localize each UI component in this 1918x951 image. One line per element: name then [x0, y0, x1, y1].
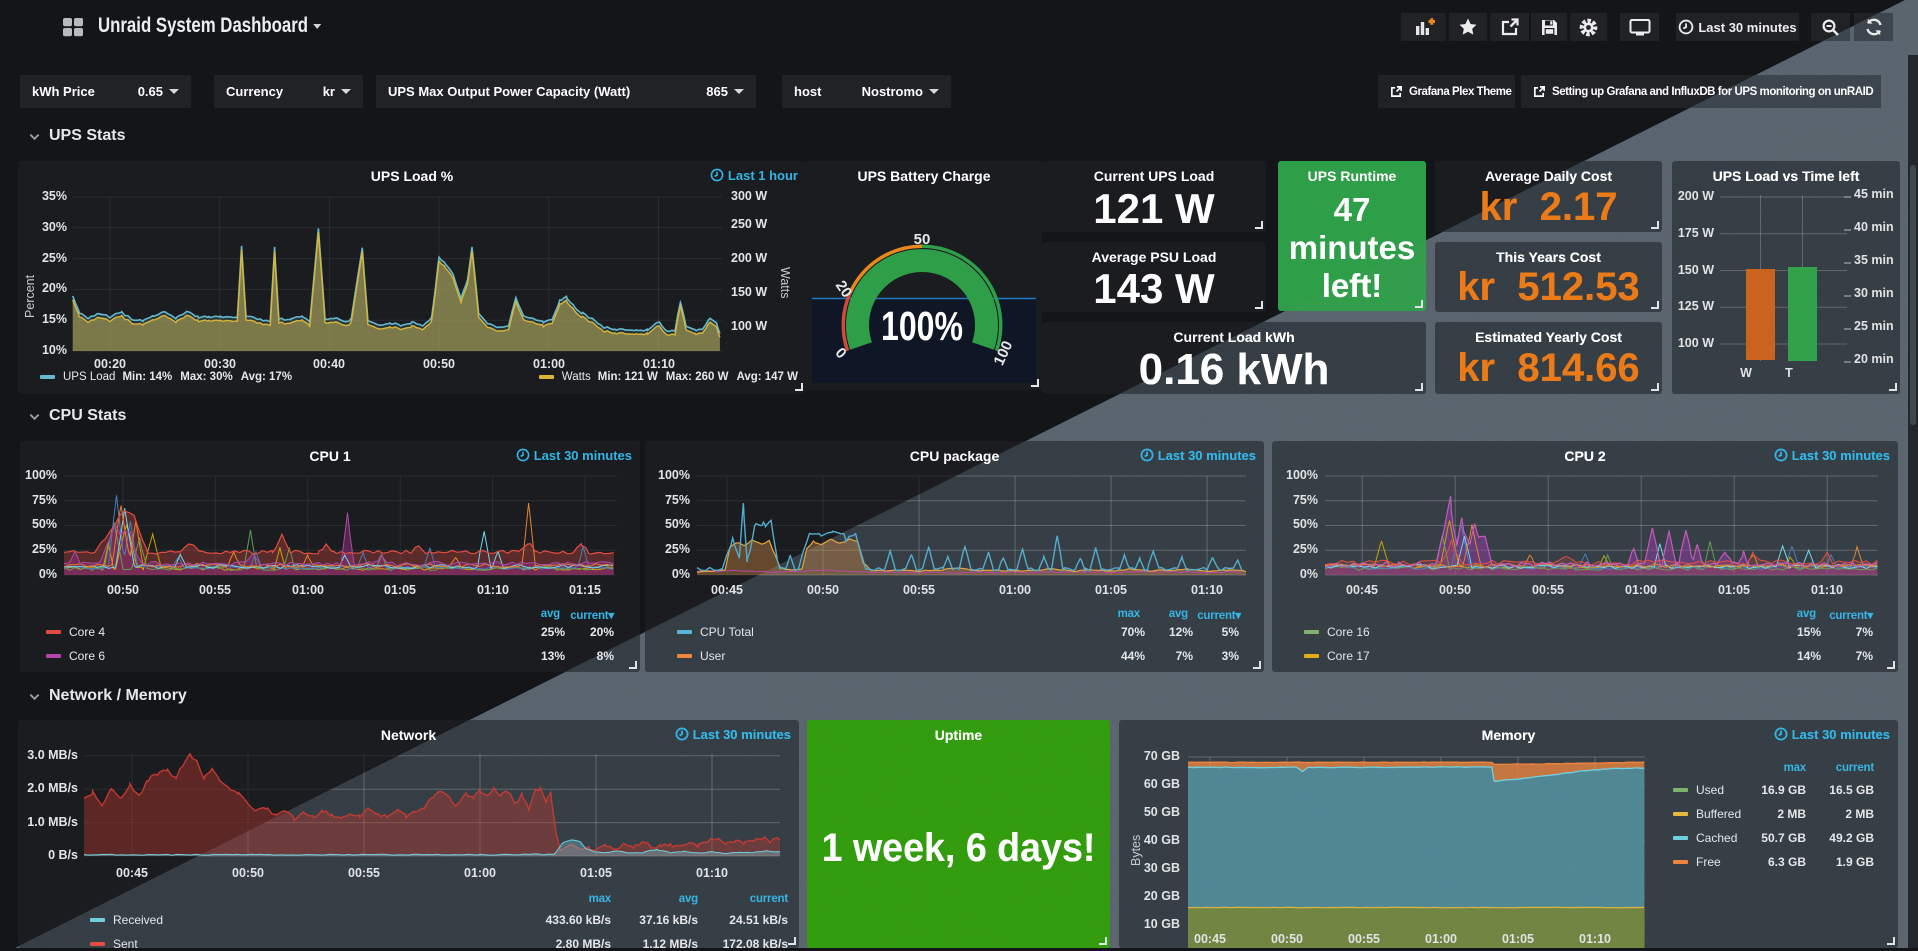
svg-text:100%: 100%	[881, 303, 963, 349]
svg-text:50: 50	[914, 231, 931, 248]
